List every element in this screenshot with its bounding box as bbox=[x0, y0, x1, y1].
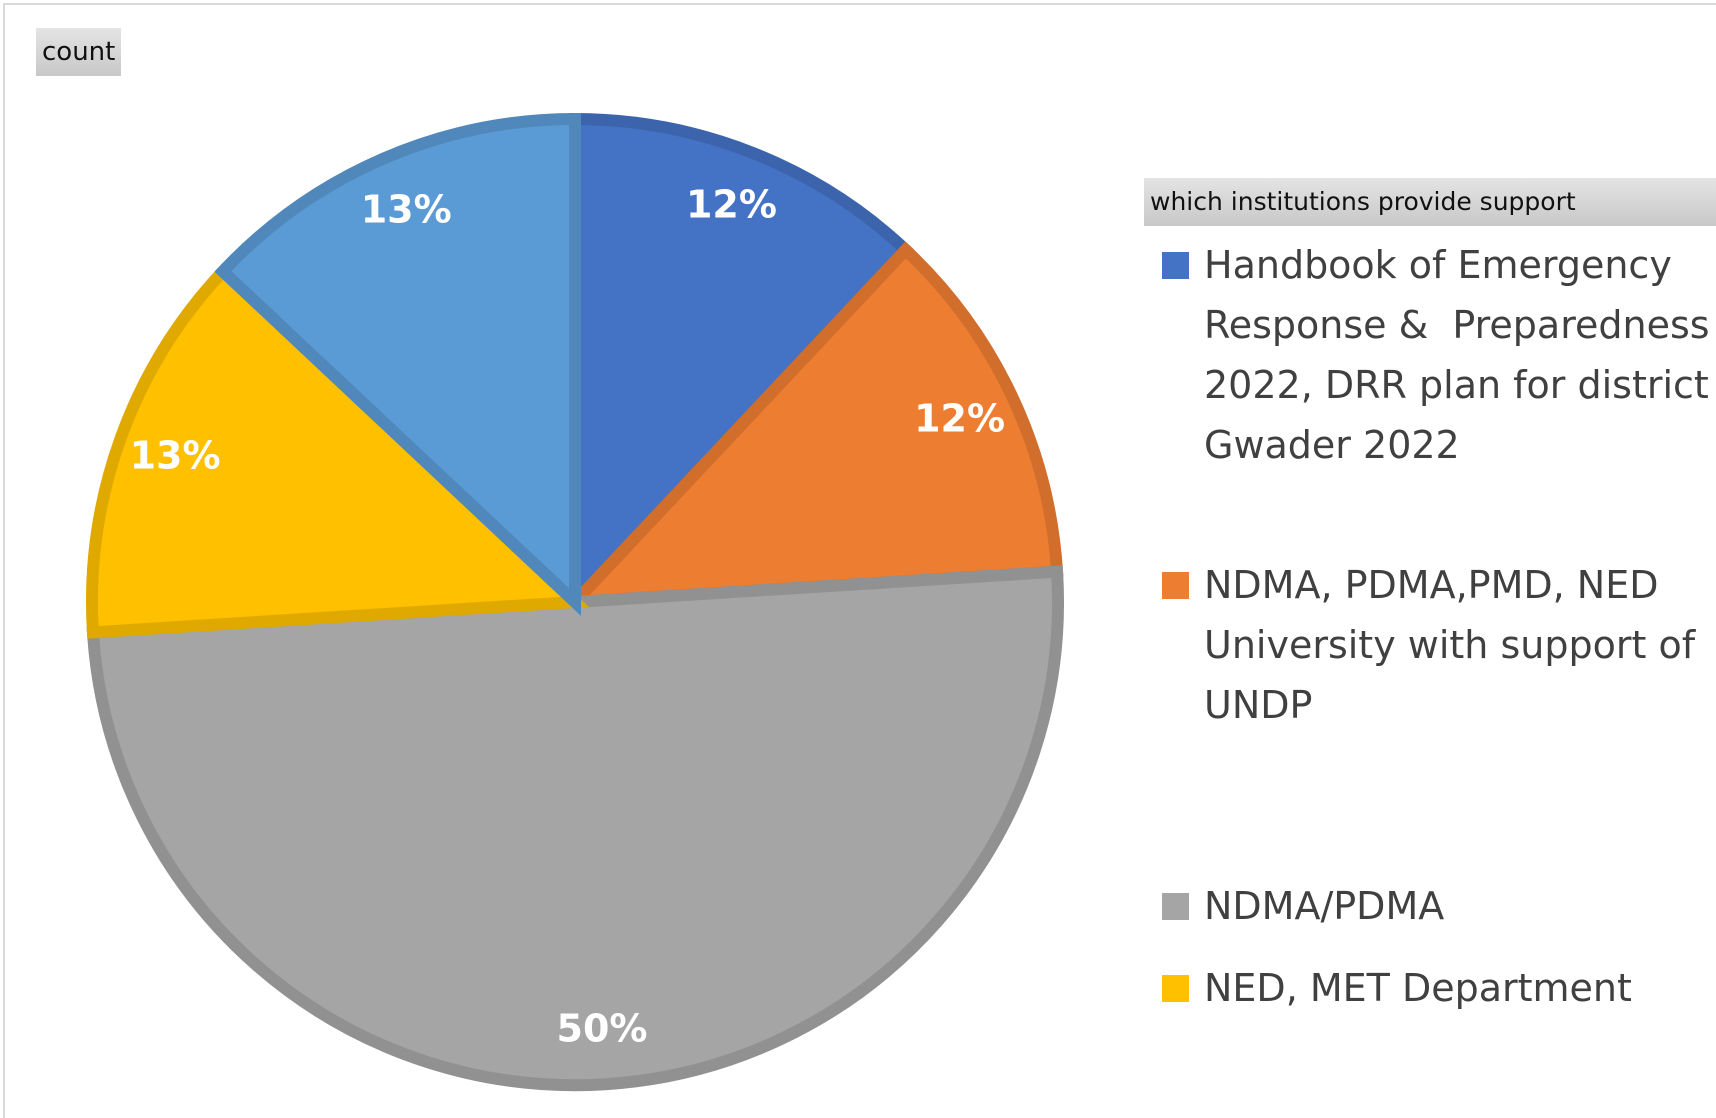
legend-item[interactable]: Handbook of Emergency Response & Prepare… bbox=[1162, 235, 1712, 475]
legend-label: NDMA/PDMA bbox=[1204, 884, 1445, 928]
legend-item[interactable]: NDMA/PDMA bbox=[1162, 876, 1712, 936]
legend-swatch bbox=[1162, 893, 1189, 920]
pie-slice bbox=[560, 241, 1064, 609]
data-label: 13% bbox=[130, 434, 221, 478]
legend-item[interactable]: NED, MET Department bbox=[1162, 958, 1712, 1018]
pie-slice bbox=[569, 112, 915, 618]
pie-slice bbox=[214, 112, 581, 616]
legend-label: NDMA, PDMA,PMD, NED University with supp… bbox=[1204, 563, 1708, 727]
data-label: 12% bbox=[686, 182, 777, 226]
pie-slice bbox=[86, 565, 1064, 1091]
legend-swatch bbox=[1162, 252, 1189, 279]
pie-slice bbox=[86, 262, 590, 639]
frame bbox=[3, 3, 1716, 1118]
data-label: 13% bbox=[361, 187, 452, 231]
legend-swatch bbox=[1162, 975, 1189, 1002]
legend-label: Handbook of Emergency Response & Prepare… bbox=[1204, 243, 1710, 467]
data-label: 12% bbox=[914, 397, 1005, 441]
data-label: 50% bbox=[557, 1007, 648, 1051]
legend-swatch bbox=[1162, 572, 1189, 599]
legend-item[interactable]: NDMA, PDMA,PMD, NED University with supp… bbox=[1162, 555, 1712, 735]
field-button[interactable]: count bbox=[36, 28, 122, 76]
legend-label: NED, MET Department bbox=[1204, 966, 1632, 1010]
legend-title[interactable]: which institutions provide support bbox=[1144, 178, 1716, 226]
